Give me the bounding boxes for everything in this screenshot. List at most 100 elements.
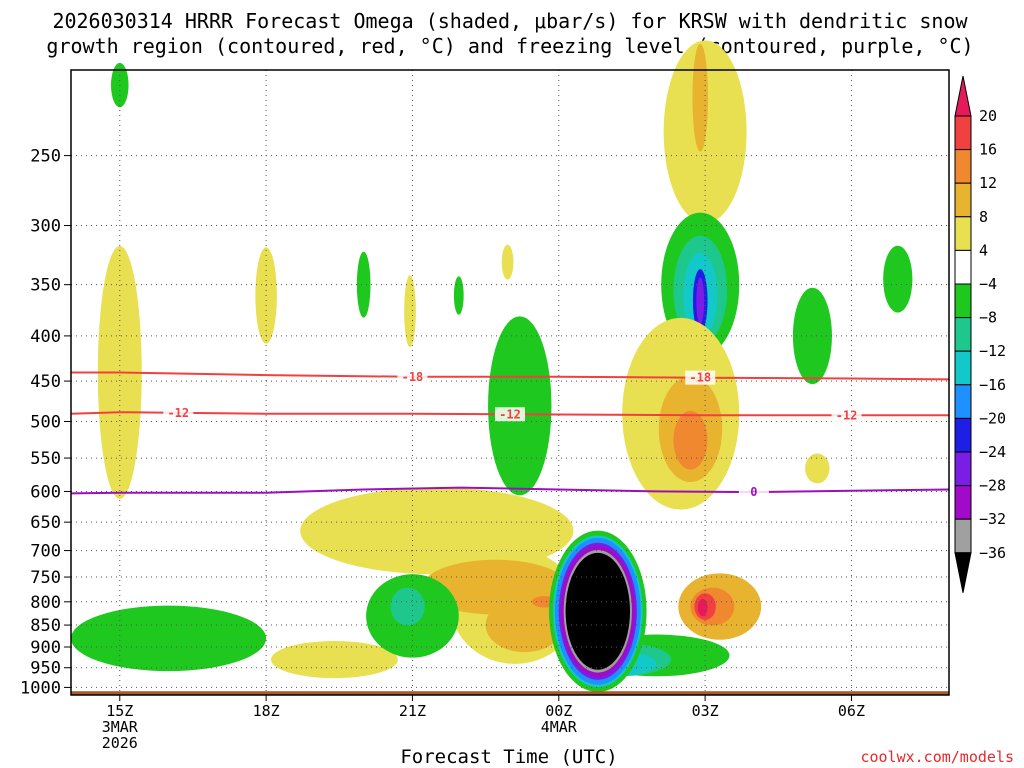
colorbar-swatch-0: [954, 115, 972, 151]
ytick-label-750: 750: [30, 568, 61, 588]
colorbar-bottom-arrow: [954, 552, 972, 593]
colorbar-label-3: 8: [979, 208, 988, 226]
freezing-level-label-0: 0: [750, 485, 757, 499]
colorbar-label-6: −8: [979, 309, 997, 327]
chart-title-line1: 2026030314 HRRR Forecast Omega (shaded, …: [52, 9, 968, 33]
omega-region-33: [697, 599, 708, 617]
dgz-minus18-label-1: -18: [689, 371, 711, 385]
dgz-minus12-label-bg-0: [163, 405, 194, 420]
colorbar-label-2: 12: [979, 174, 997, 192]
ytick-label-850: 850: [30, 616, 61, 636]
colorbar-swatch-3: [954, 216, 972, 251]
ytick-label-400: 400: [30, 327, 61, 347]
plot-area: -18 -18 -12 -12 -12 0: [70, 40, 950, 696]
xtick-label-03Z: 03Z: [692, 702, 719, 720]
colorbar-swatch-2: [954, 182, 972, 218]
xtick-label-00Z: 00Z: [545, 702, 572, 720]
omega-region-3: [356, 251, 371, 318]
colorbar-swatch-9: [954, 417, 972, 453]
plot-frame: [70, 69, 950, 696]
colorbar-swatch-4: [954, 249, 972, 285]
xtick-label-15Z-sub1: 3MAR: [102, 718, 139, 736]
colorbar-label-11: −28: [979, 477, 1006, 495]
colorbar-label-1: 16: [979, 141, 997, 159]
ytick-label-950: 950: [30, 659, 61, 679]
omega-region-5: [453, 276, 464, 315]
ytick-label-650: 650: [30, 513, 61, 533]
omega-region-43: [565, 552, 630, 670]
x-axis-label: Forecast Time (UTC): [400, 746, 617, 768]
dgz-minus12-label-2: -12: [836, 408, 858, 422]
ytick-label-350: 350: [30, 276, 61, 296]
dgz-minus18-label-bg-0: [397, 369, 428, 384]
dgz-minus12-line: [70, 411, 949, 417]
dgz-minus12-label-bg-1: [495, 407, 525, 422]
omega-region-15: [792, 287, 832, 385]
colorbar-label-5: −4: [979, 275, 997, 293]
omega-region-17: [805, 453, 830, 484]
colorbar-swatch-10: [954, 451, 972, 487]
dgz-minus18-line: [71, 371, 950, 381]
omega-region-4: [404, 275, 416, 348]
xtick-label-15Z: 15Z: [106, 702, 133, 720]
chart-title-line2: growth region (contoured, red, °C) and f…: [46, 34, 973, 58]
omega-region-6: [501, 244, 514, 280]
xtick-label-06Z: 06Z: [838, 702, 865, 720]
xtick-label-15Z-sub2: 2026: [102, 734, 138, 752]
ytick-label-550: 550: [30, 449, 61, 469]
xtick-label-21Z: 21Z: [399, 702, 426, 720]
ground-surface: [71, 691, 949, 695]
dgz-minus12-label-bg-2: [831, 408, 862, 423]
colorbar-label-13: −36: [979, 544, 1006, 562]
colorbar-swatch-5: [954, 283, 972, 319]
colorbar-label-12: −32: [979, 510, 1006, 528]
omega-region-7: [488, 316, 552, 496]
ytick-label-300: 300: [30, 217, 61, 237]
omega-shading: [71, 40, 913, 692]
xtick-label-00Z-sub1: 4MAR: [541, 718, 578, 736]
ground-band: [71, 691, 949, 695]
ytick-label-500: 500: [30, 413, 61, 433]
ytick-label-700: 700: [30, 542, 61, 562]
xtick-label-18Z: 18Z: [253, 702, 280, 720]
freezing-level-label-bg-0: [738, 485, 769, 500]
colorbar-label-4: 4: [979, 241, 988, 259]
dgz-minus18-label-bg-1: [685, 370, 716, 385]
colorbar-swatch-6: [954, 317, 972, 352]
grid-lines: [71, 70, 949, 695]
colorbar-label-0: 20: [979, 107, 997, 125]
colorbar: 20 16 12 8 4 −4 −8 −12 −16 −20 −24 −28 −32 −36: [954, 75, 1006, 593]
ytick-label-1000: 1000: [20, 678, 61, 698]
ytick-label-900: 900: [30, 638, 61, 658]
omega-region-20: [673, 410, 708, 470]
omega-region-14: [696, 277, 705, 324]
ytick-label-600: 600: [30, 482, 61, 502]
colorbar-swatch-11: [954, 485, 972, 520]
ytick-label-250: 250: [30, 147, 61, 167]
omega-region-9: [692, 43, 709, 152]
colorbar-label-10: −24: [979, 443, 1006, 461]
dgz-minus12-label-1: -12: [499, 407, 521, 421]
y-axis-ticks: 2503003504004505005506006507007508008509…: [20, 147, 71, 698]
colorbar-label-7: −12: [979, 342, 1006, 360]
omega-region-24: [485, 597, 564, 653]
omega-region-29: [390, 587, 425, 626]
colorbar-swatch-1: [954, 149, 972, 184]
credit-text: coolwx.com/models: [860, 748, 1014, 766]
omega-region-16: [883, 245, 913, 313]
ytick-label-800: 800: [30, 593, 61, 613]
ytick-label-450: 450: [30, 372, 61, 392]
dgz-minus12-label-0: -12: [167, 406, 189, 420]
dgz-minus18-label-0: -18: [402, 370, 424, 384]
colorbar-label-9: −20: [979, 409, 1006, 427]
colorbar-swatch-8: [954, 384, 972, 419]
colorbar-swatch-7: [954, 350, 972, 386]
colorbar-swatch-12: [954, 518, 972, 554]
colorbar-top-arrow: [954, 75, 972, 117]
temperature-contours: -18 -18 -12 -12 -12 0: [70, 369, 950, 500]
freezing-level-line: [70, 486, 950, 495]
colorbar-label-8: −16: [979, 376, 1006, 394]
omega-region-27: [270, 640, 398, 679]
